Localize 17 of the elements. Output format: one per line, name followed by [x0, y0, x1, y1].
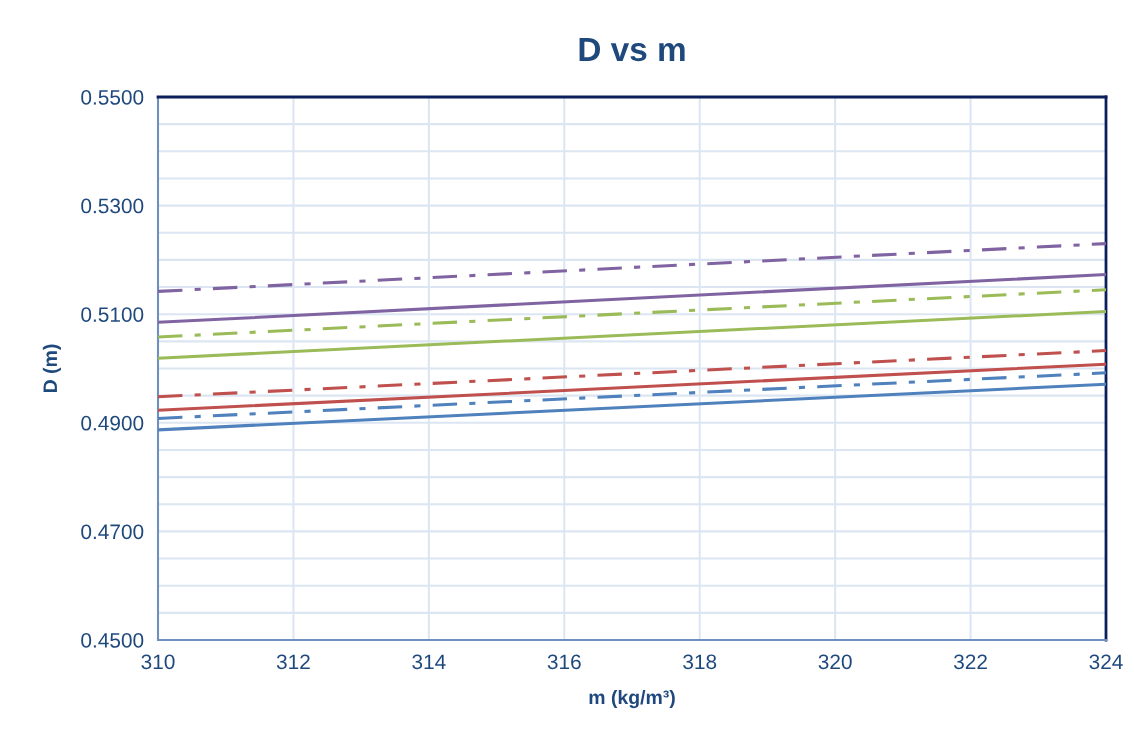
x-tick-label: 324 — [1089, 654, 1123, 670]
y-tick-label: 0.4700 — [81, 524, 144, 540]
x-tick-label: 312 — [276, 654, 310, 670]
x-tick-label: 322 — [953, 654, 987, 670]
x-tick-label: 316 — [547, 654, 581, 670]
chart-title: D vs m — [579, 37, 685, 62]
y-tick-label: 0.4900 — [81, 415, 144, 431]
y-tick-label: 0.5500 — [81, 90, 144, 105]
x-tick-label: 310 — [141, 654, 175, 670]
y-tick-label: 0.5300 — [81, 198, 144, 214]
y-tick-label: 0.5100 — [81, 307, 144, 322]
x-axis-title: m (kg/m³) — [589, 689, 675, 709]
x-tick-label: 320 — [818, 654, 852, 670]
x-tick-label: 318 — [683, 654, 717, 670]
y-axis-title: D (m) — [42, 344, 61, 393]
x-tick-label: 314 — [412, 654, 446, 670]
y-tick-label: 0.4500 — [81, 633, 144, 648]
